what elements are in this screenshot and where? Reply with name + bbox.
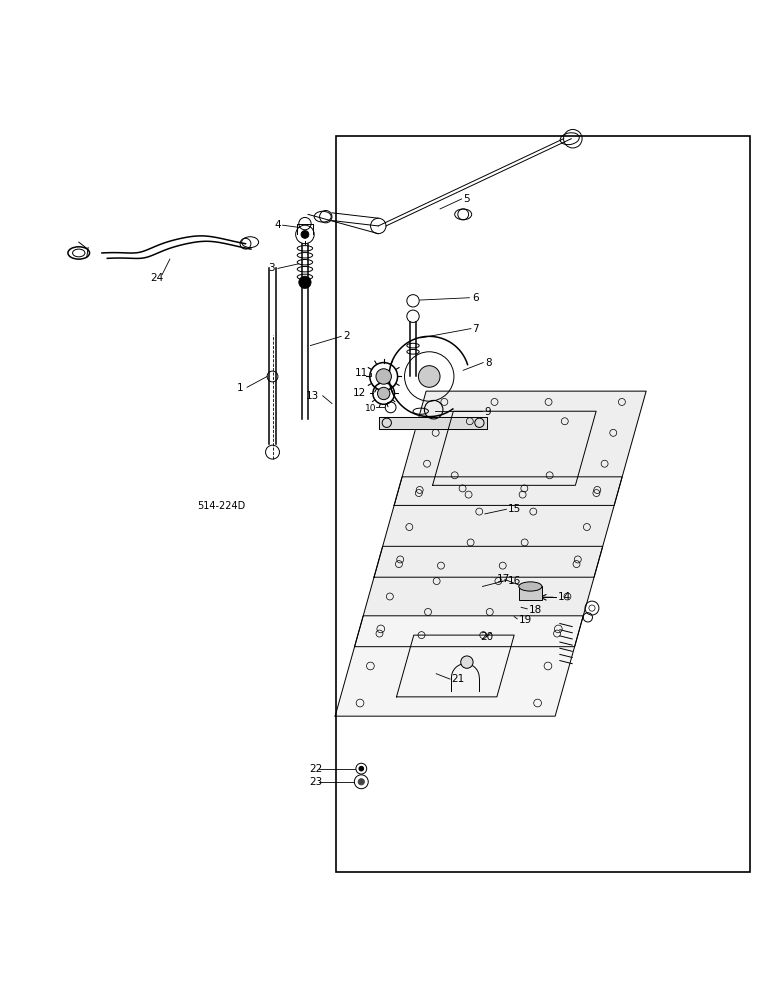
Text: 15: 15 (508, 504, 521, 514)
Text: 6: 6 (472, 293, 479, 303)
Polygon shape (354, 546, 603, 647)
Polygon shape (374, 477, 622, 577)
Text: 16: 16 (508, 576, 521, 586)
Text: 514-224D: 514-224D (197, 501, 245, 511)
Text: 21: 21 (452, 674, 465, 684)
Text: 12: 12 (353, 388, 366, 398)
Polygon shape (335, 616, 583, 716)
Circle shape (418, 366, 440, 387)
Circle shape (301, 231, 309, 238)
Text: 14: 14 (558, 592, 571, 602)
Text: 13: 13 (306, 391, 319, 401)
Text: 3: 3 (269, 263, 276, 273)
Bar (336, 136, 750, 872)
Text: 8: 8 (485, 358, 492, 368)
Polygon shape (379, 417, 487, 429)
Text: 9: 9 (485, 407, 492, 417)
Text: 10: 10 (364, 404, 376, 413)
Text: 24: 24 (151, 273, 164, 283)
Text: 5: 5 (463, 194, 470, 204)
Circle shape (358, 779, 364, 785)
Text: 11: 11 (355, 368, 368, 378)
Circle shape (461, 656, 473, 668)
Circle shape (378, 387, 390, 400)
Circle shape (299, 276, 311, 288)
Text: 1: 1 (237, 383, 244, 393)
Text: 17: 17 (497, 574, 510, 584)
Text: 20: 20 (480, 632, 493, 642)
Text: 22: 22 (309, 764, 322, 774)
Circle shape (376, 369, 391, 384)
Text: 7: 7 (472, 324, 479, 334)
Text: 23: 23 (309, 777, 322, 787)
Text: 2: 2 (343, 331, 350, 341)
Text: 18: 18 (529, 605, 542, 615)
Bar (519, 586, 542, 600)
Text: 4: 4 (274, 220, 281, 230)
Text: 19: 19 (519, 615, 532, 625)
Polygon shape (394, 391, 646, 505)
Ellipse shape (519, 582, 542, 591)
Circle shape (359, 766, 364, 771)
